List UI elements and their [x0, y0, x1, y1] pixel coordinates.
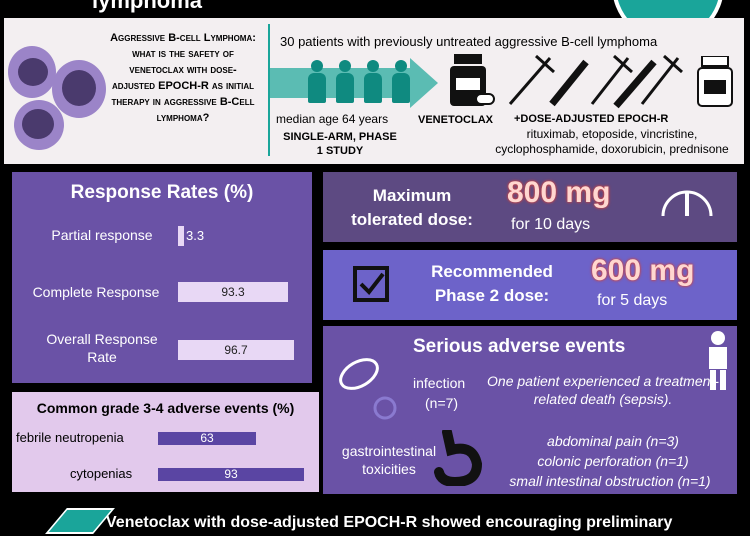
gi-event: small intestinal obstruction (n=1): [509, 473, 711, 489]
sae-title: Serious adverse events: [413, 336, 626, 357]
bacteria-icon: [339, 358, 397, 420]
response-title: Response Rates (%): [70, 182, 254, 203]
stomach-icon: [434, 430, 483, 486]
rp2d-panel: Recommended Phase 2 dose: 600 mg for 5 d…: [323, 250, 737, 320]
regimen-drugs: rituximab, etoposide, vincristine, cyclo…: [495, 127, 729, 156]
response-bar: 96.7: [178, 340, 294, 360]
rp2d-label: Recommended Phase 2 dose:: [431, 262, 553, 305]
study-population: 30 patients with previously untreated ag…: [280, 34, 658, 49]
intro-panel: [4, 18, 744, 164]
adverse-bar: 63: [158, 432, 256, 445]
patient-icon: [334, 60, 356, 104]
mtd-duration: for 10 days: [511, 216, 591, 233]
regimen-title: +DOSE-ADJUSTED EPOCH-R: [514, 113, 669, 125]
divider: [268, 24, 270, 156]
patient-icon: [390, 60, 412, 104]
death-note: One patient experienced a treatment-rela…: [487, 373, 719, 407]
response-label: Partial response: [51, 227, 153, 243]
response-value: 3.3: [186, 228, 205, 243]
adverse-events-panel: Common grade 3-4 adverse events (%) febr…: [12, 392, 319, 492]
rp2d-dose: 600 mg: [591, 254, 695, 287]
lymphoma-cell-icon: [52, 60, 106, 118]
median-age: median age 64 years: [276, 112, 389, 126]
lymphoma-cell-icon: [14, 100, 64, 150]
serious-adverse-panel: Serious adverse events infection (n=7) O…: [323, 326, 737, 494]
arrow-icon: [410, 58, 438, 108]
adverse-bar: 93: [158, 468, 304, 481]
patient-icon: [306, 60, 328, 104]
response-panel: Response Rates (%) Partial response 3.3 …: [12, 172, 312, 383]
adverse-label: febrile neutropenia: [16, 430, 124, 445]
conclusion-bar: [0, 500, 750, 536]
skeleton-icon: [709, 331, 727, 390]
pill-bottle-icon: [450, 54, 495, 106]
checkbox-icon: [353, 266, 389, 302]
adverse-label: cytopenias: [70, 466, 133, 481]
response-label: Complete Response: [32, 284, 160, 300]
mtd-dose: 800 mg: [507, 176, 611, 209]
header-title: lymphoma: [92, 0, 203, 13]
medicine-jar-icon: [697, 56, 733, 107]
patient-icon: [362, 60, 384, 104]
study-question: Aggressive B-cell Lymphoma: what is the …: [110, 32, 256, 124]
infection-count: (n=7): [425, 395, 459, 411]
mtd-panel: Maximum tolerated dose: 800 mg for 10 da…: [323, 172, 737, 242]
mtd-label: Maximum tolerated dose:: [351, 186, 473, 229]
response-label: Overall Response Rate: [46, 331, 158, 365]
gauge-icon: [661, 190, 713, 217]
gi-event: colonic perforation (n=1): [537, 453, 689, 469]
response-bar: [178, 226, 184, 246]
conclusion-text: Venetoclax with dose-adjusted EPOCH-R sh…: [106, 514, 673, 531]
lymphoma-cell-icon: [8, 46, 56, 98]
infection-label: infection: [413, 375, 466, 391]
response-bar: 93.3: [178, 282, 288, 302]
header-bar: [0, 0, 750, 18]
study-design: SINGLE-ARM, PHASE 1 STUDY: [283, 131, 397, 157]
drug-name: VENETOCLAX: [418, 114, 493, 126]
syringe-icon: [508, 54, 683, 109]
gi-label: gastrointestinal toxicities: [341, 443, 437, 477]
gi-event: abdominal pain (n=3): [547, 433, 679, 449]
adverse-title: Common grade 3-4 adverse events (%): [36, 400, 295, 416]
rp2d-duration: for 5 days: [597, 292, 668, 309]
